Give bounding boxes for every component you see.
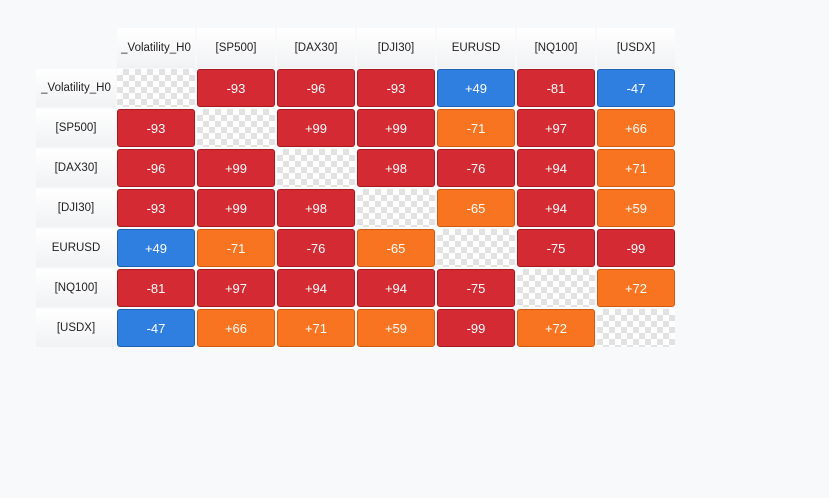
matrix-cell: +99: [277, 109, 355, 147]
matrix-cell: -96: [277, 69, 355, 107]
matrix-cell: +94: [277, 269, 355, 307]
matrix-cell: -76: [277, 229, 355, 267]
matrix-cell: -71: [197, 229, 275, 267]
matrix-cell: -93: [357, 69, 435, 107]
diagonal-cell: [277, 149, 355, 187]
matrix-cell: -96: [117, 149, 195, 187]
matrix-cell: +94: [517, 149, 595, 187]
diagonal-cell: [357, 189, 435, 227]
row-header: [DAX30]: [36, 149, 116, 187]
matrix-cell: +97: [197, 269, 275, 307]
matrix-cell: -99: [597, 229, 675, 267]
matrix-cell: +99: [197, 189, 275, 227]
matrix-cell: +59: [597, 189, 675, 227]
matrix-cell: -93: [197, 69, 275, 107]
matrix-cell: +98: [277, 189, 355, 227]
row-header: [USDX]: [36, 309, 116, 347]
matrix-cell: -81: [517, 69, 595, 107]
matrix-cell: +49: [437, 69, 515, 107]
matrix-cell: +49: [117, 229, 195, 267]
matrix-cell: -76: [437, 149, 515, 187]
matrix-cell: +94: [357, 269, 435, 307]
row-header: EURUSD: [36, 229, 116, 267]
matrix-cell: -65: [437, 189, 515, 227]
row-header: _Volatility_H0: [36, 69, 116, 107]
matrix-cell: -81: [117, 269, 195, 307]
matrix-cell: -99: [437, 309, 515, 347]
row-header: [NQ100]: [36, 269, 116, 307]
correlation-matrix: _Volatility_H0 [SP500] [DAX30] [DJI30] EURUS…: [36, 28, 676, 348]
column-header: [DJI30]: [357, 28, 435, 68]
column-header: [USDX]: [597, 28, 675, 68]
row-header: [DJI30]: [36, 189, 116, 227]
matrix-cell: +71: [277, 309, 355, 347]
matrix-cell: +98: [357, 149, 435, 187]
matrix-cell: +66: [197, 309, 275, 347]
matrix-cell: -65: [357, 229, 435, 267]
matrix-cell: +72: [517, 309, 595, 347]
diagonal-cell: [197, 109, 275, 147]
diagonal-cell: [597, 309, 675, 347]
matrix-cell: -75: [437, 269, 515, 307]
column-header: EURUSD: [437, 28, 515, 68]
matrix-cell: +94: [517, 189, 595, 227]
matrix-cell: -75: [517, 229, 595, 267]
column-header: [SP500]: [197, 28, 275, 68]
matrix-cell: +66: [597, 109, 675, 147]
diagonal-cell: [517, 269, 595, 307]
matrix-cell: +72: [597, 269, 675, 307]
diagonal-cell: [437, 229, 515, 267]
matrix-cell: +99: [357, 109, 435, 147]
matrix-cell: +71: [597, 149, 675, 187]
column-header: [DAX30]: [277, 28, 355, 68]
matrix-cell: -47: [117, 309, 195, 347]
matrix-cell: +59: [357, 309, 435, 347]
column-header: _Volatility_H0: [117, 28, 195, 68]
matrix-corner: [36, 28, 116, 68]
row-header: [SP500]: [36, 109, 116, 147]
matrix-cell: -93: [117, 109, 195, 147]
column-header: [NQ100]: [517, 28, 595, 68]
matrix-cell: +99: [197, 149, 275, 187]
matrix-cell: -47: [597, 69, 675, 107]
matrix-cell: -71: [437, 109, 515, 147]
matrix-cell: -93: [117, 189, 195, 227]
diagonal-cell: [117, 69, 195, 107]
matrix-cell: +97: [517, 109, 595, 147]
